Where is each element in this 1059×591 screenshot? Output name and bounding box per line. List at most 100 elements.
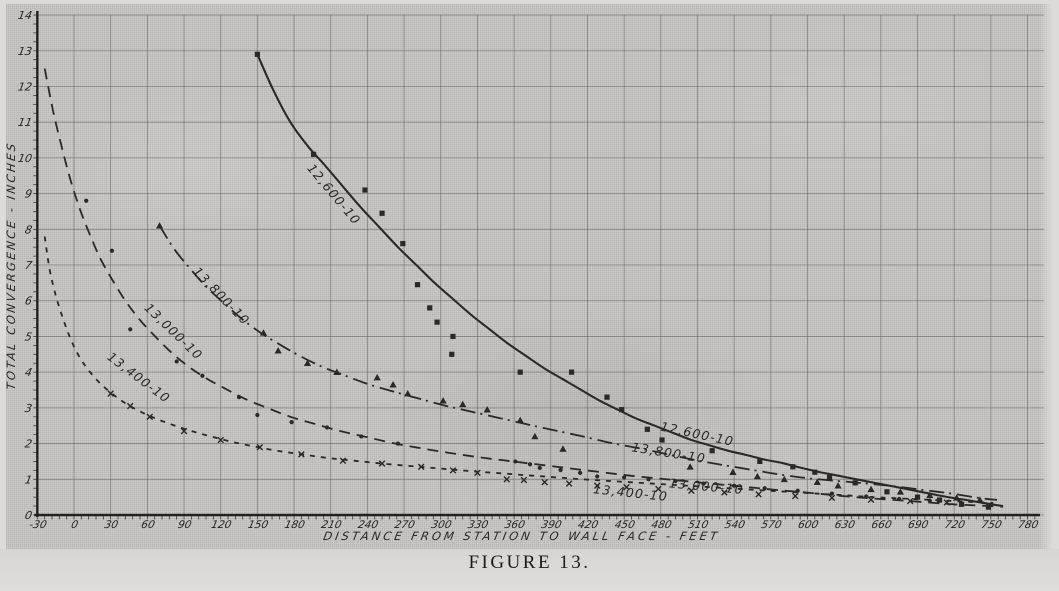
data-point-x	[339, 457, 347, 465]
curve-label: 13,800-10	[190, 264, 253, 328]
data-point-circle	[646, 477, 651, 482]
data-point-circle	[595, 474, 600, 479]
graph-paper	[6, 4, 1053, 549]
data-point-square	[414, 282, 421, 288]
data-point-circle	[324, 425, 330, 430]
x-tick-label: 210	[320, 518, 343, 531]
data-point-x	[180, 427, 188, 435]
series-13-000-10	[43, 68, 1004, 508]
data-point-circle	[289, 420, 294, 425]
data-point-circle	[109, 248, 114, 253]
data-point-circle	[527, 462, 533, 467]
data-point-square	[434, 319, 440, 325]
data-point-square	[604, 394, 610, 400]
x-tick-label: 450	[613, 518, 636, 531]
data-point-square	[914, 494, 921, 500]
y-tick-label: 10	[17, 152, 33, 165]
data-point-square	[400, 241, 406, 247]
curve-label: 13,000-10	[142, 300, 206, 363]
y-tick-label: 6	[24, 295, 33, 308]
data-point-triangle	[896, 488, 905, 495]
curve-label: 13,000-10	[668, 475, 744, 496]
x-tick-label: 480	[650, 518, 673, 531]
data-point-triangle	[516, 416, 524, 424]
x-tick-label: 540	[723, 518, 746, 531]
x-tick-label: 690	[907, 518, 930, 531]
data-point-triangle	[753, 472, 761, 480]
y-tick-label: 13	[17, 45, 33, 58]
data-point-square	[362, 187, 368, 193]
data-point-triangle	[976, 496, 984, 503]
data-point-circle	[762, 486, 767, 491]
data-point-triangle	[483, 406, 491, 413]
series-12-600-10	[254, 51, 1004, 510]
data-point-square	[619, 407, 625, 413]
data-point-x	[791, 492, 799, 500]
data-point-square	[254, 51, 260, 57]
x-tick-label: 720	[944, 518, 967, 531]
x-tick-label: 600	[797, 518, 820, 531]
grid	[36, 14, 1044, 516]
data-point-triangle	[559, 445, 567, 452]
y-tick-label: 1	[24, 473, 33, 486]
x-tick-label: 60	[140, 518, 156, 531]
data-point-square	[812, 469, 818, 475]
data-point-square	[958, 501, 965, 507]
data-point-triangle	[780, 475, 788, 483]
data-point-triangle	[686, 463, 694, 470]
data-point-square	[659, 437, 665, 443]
data-point-circle	[174, 359, 179, 364]
data-point-square	[884, 489, 890, 495]
x-tick-label: 750	[980, 518, 1003, 531]
data-point-circle	[128, 327, 133, 332]
data-point-circle	[537, 465, 542, 470]
data-point-circle	[395, 441, 401, 446]
data-point-x	[474, 469, 481, 477]
data-point-triangle	[813, 478, 821, 485]
data-point-x	[541, 478, 548, 486]
data-point-circle	[513, 459, 518, 464]
data-point-square	[568, 369, 575, 375]
data-point-circle	[622, 475, 627, 480]
data-point-x	[520, 476, 528, 484]
data-point-circle	[829, 491, 835, 496]
data-point-square	[790, 464, 796, 470]
data-point-square	[450, 333, 456, 340]
data-point-circle	[84, 198, 89, 203]
y-tick-label: 11	[17, 116, 33, 129]
curve-label: 13,400-10	[593, 481, 669, 504]
data-point-x	[721, 489, 728, 496]
data-point-square	[757, 458, 763, 465]
figure-caption: FIGURE 13.	[468, 552, 591, 573]
curve-labels: 12,600-1013,800-1013,000-1013,400-1012,6…	[105, 161, 745, 504]
curve-label: 13,400-10	[105, 349, 174, 406]
y-tick-label: 9	[24, 188, 33, 201]
data-point-x	[417, 463, 425, 471]
x-tick-label: 270	[393, 518, 416, 531]
data-point-circle	[558, 467, 563, 473]
data-point-circle	[200, 373, 205, 378]
data-point-x	[298, 450, 305, 458]
data-point-square	[517, 369, 523, 375]
x-tick-label: 420	[577, 518, 600, 531]
data-point-x	[217, 436, 224, 444]
x-tick-label: 120	[210, 518, 233, 531]
data-point-square	[379, 210, 385, 216]
data-point-x	[256, 443, 264, 451]
series-13-800-10	[155, 222, 998, 503]
data-point-x	[449, 467, 457, 474]
x-axis-title: DISTANCE FROM STATION TO WALL FACE - FEE…	[322, 529, 721, 543]
data-point-triangle	[333, 368, 341, 375]
x-tick-label: 360	[503, 518, 526, 531]
data-point-triangle	[926, 491, 934, 499]
data-point-x	[623, 483, 630, 491]
data-point-triangle	[274, 347, 282, 354]
data-point-triangle	[834, 482, 842, 489]
x-tick-label: 240	[357, 518, 380, 531]
y-tick-label: 14	[17, 9, 33, 22]
data-point-triangle	[867, 485, 875, 493]
data-point-x	[565, 480, 573, 487]
curve-label: 12,600-10	[304, 161, 364, 228]
y-tick-label: 2	[24, 438, 33, 451]
